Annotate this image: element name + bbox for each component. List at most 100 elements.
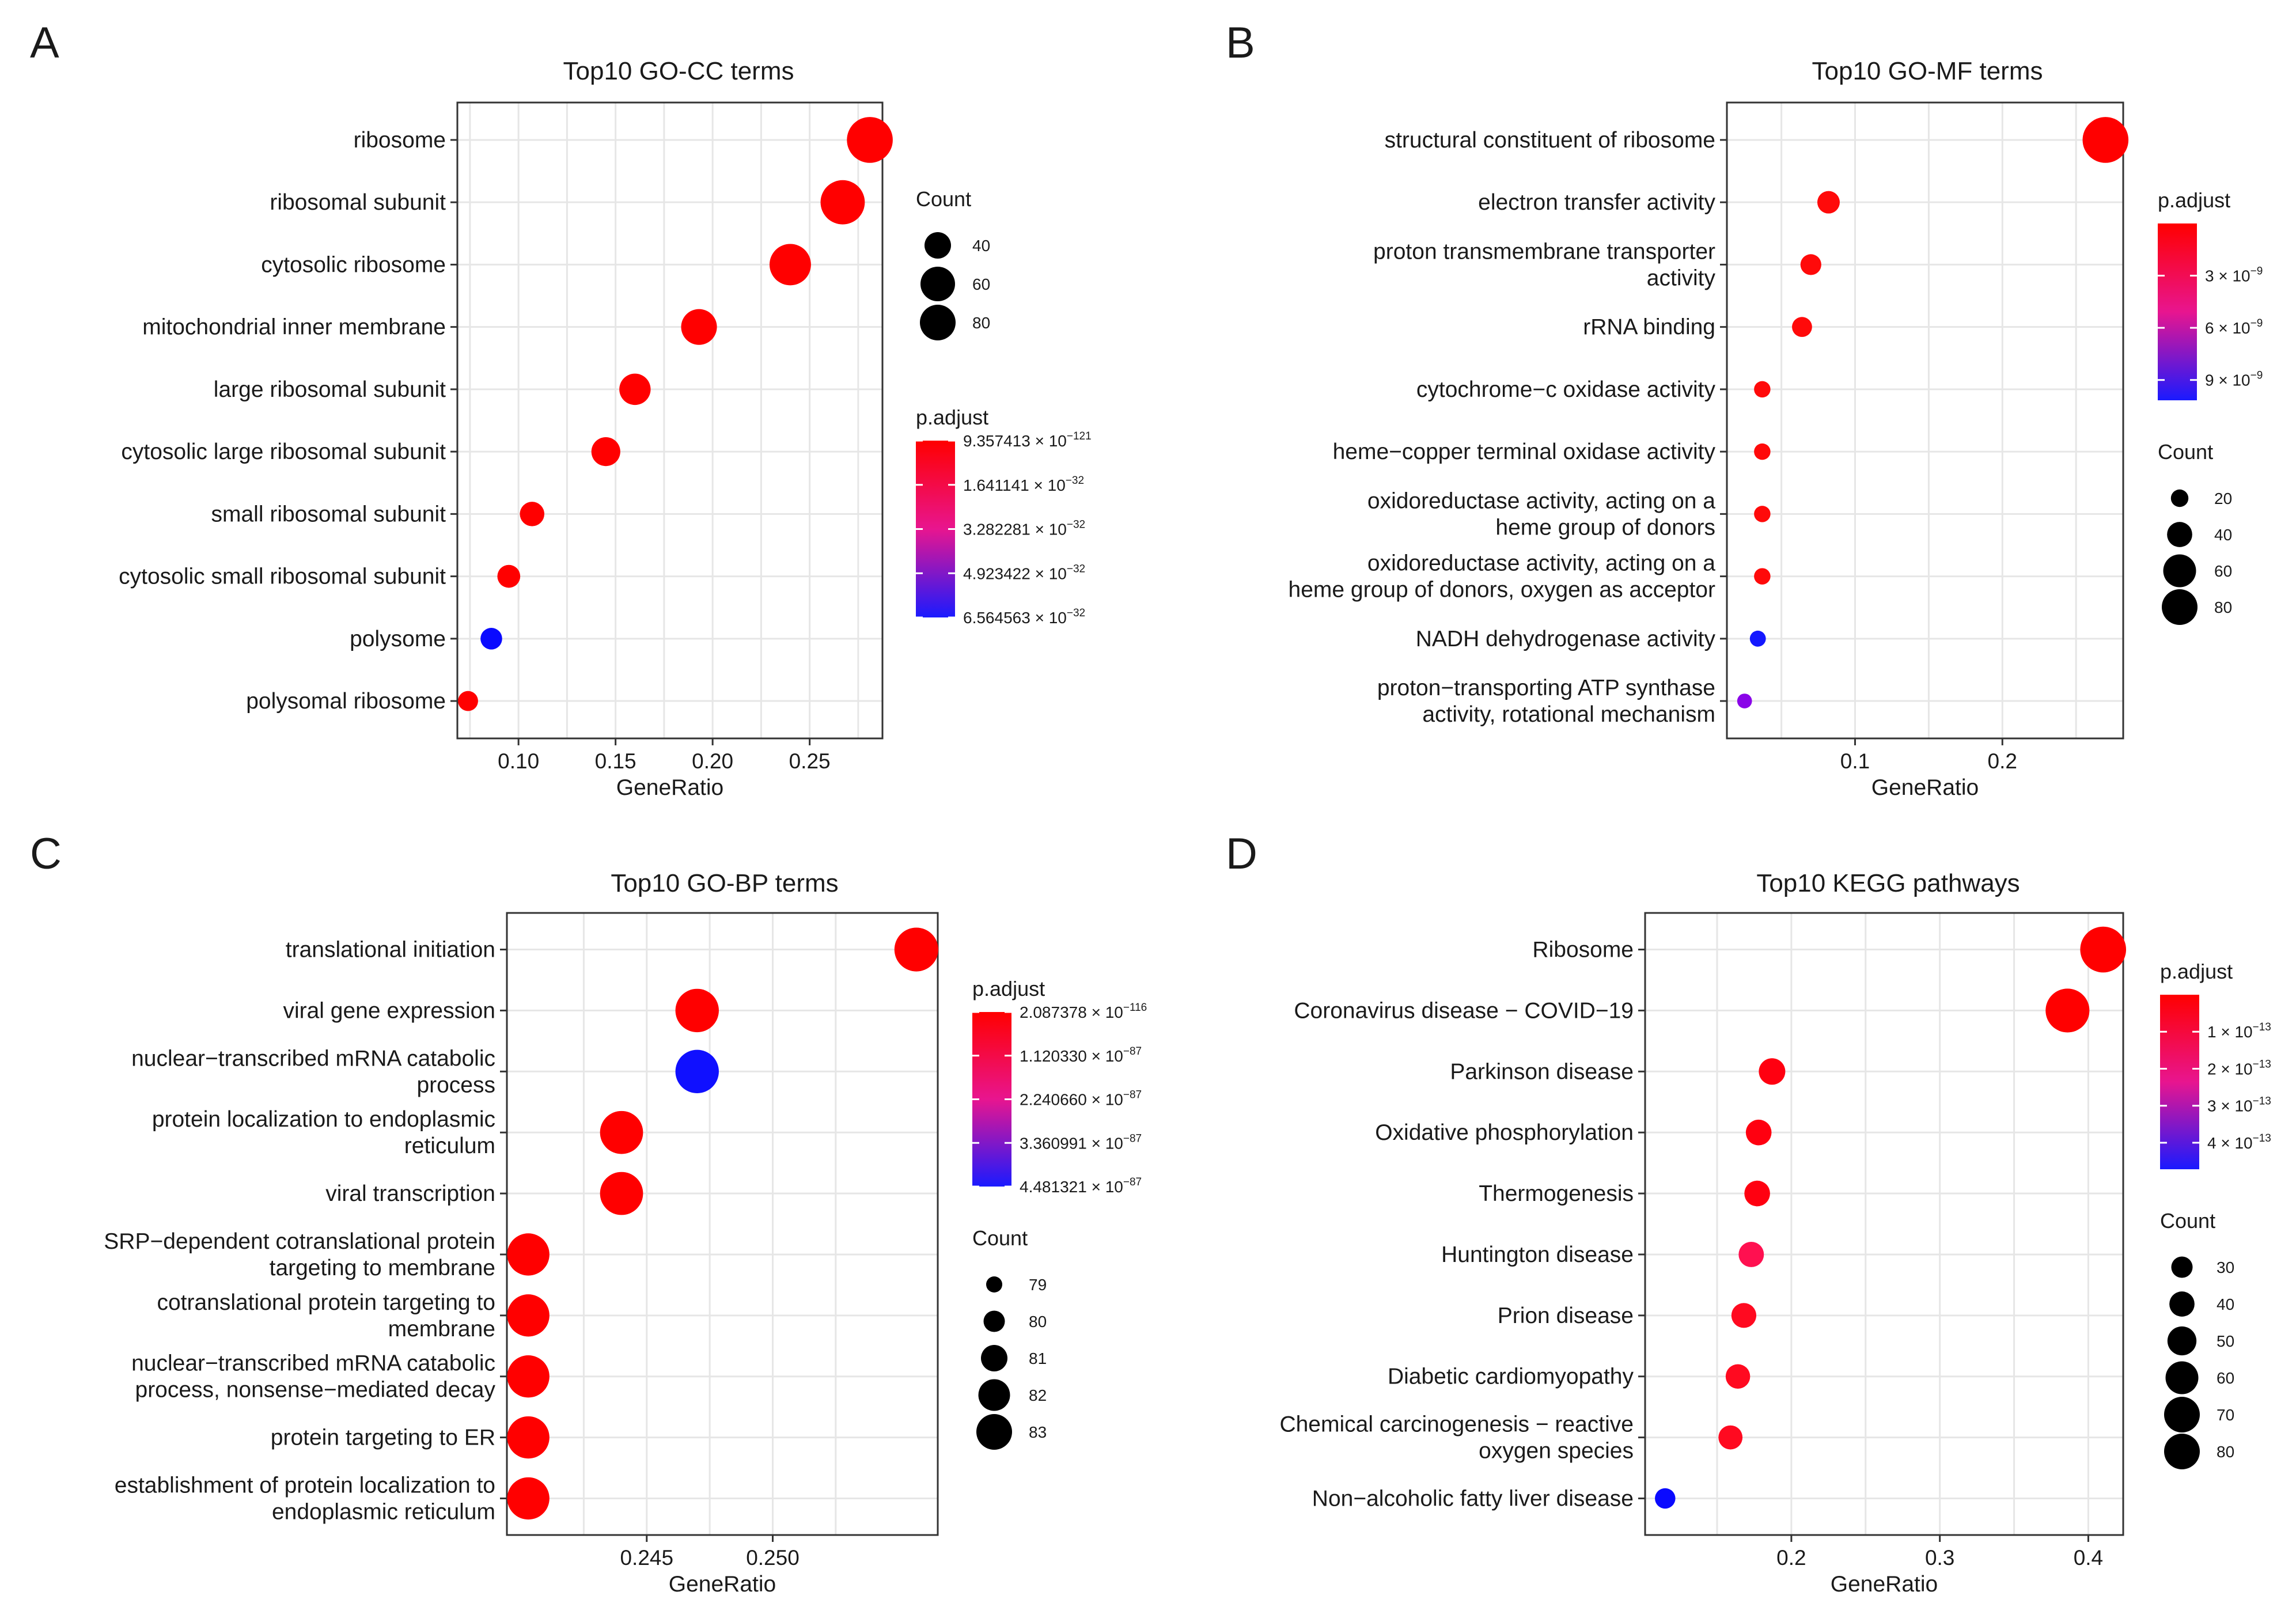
count-legend-dot <box>925 232 951 259</box>
count-legend-dot <box>978 1379 1010 1411</box>
term-label: cytochrome−c oxidase activity <box>1416 377 1716 402</box>
padjust-tick-label: 9 × 10−9 <box>2205 370 2263 389</box>
term-label: cytosolic small ribosomal subunit <box>119 564 446 589</box>
term-label: proton transmembrane transporter <box>1373 239 1715 264</box>
term-label: viral gene expression <box>283 998 495 1023</box>
padjust-colorbar <box>2158 223 2197 400</box>
term-label: viral transcription <box>325 1181 495 1206</box>
dot-3 <box>769 244 811 286</box>
padjust-tick-label: 4 × 10−13 <box>2207 1132 2271 1152</box>
term-label: Coronavirus disease − COVID−19 <box>1294 998 1634 1023</box>
x-tick-label: 0.2 <box>1988 749 2017 773</box>
dot-9 <box>1749 630 1766 647</box>
term-label: proton−transporting ATP synthase <box>1377 676 1715 700</box>
dot-2 <box>2045 988 2090 1033</box>
count-legend-dot <box>2167 522 2192 547</box>
dot-8 <box>1754 568 1771 585</box>
count-legend-dot <box>2162 589 2198 625</box>
padjust-tick-label: 3.282281 × 10−32 <box>963 519 1085 539</box>
padjust-tick-label: 1 × 10−13 <box>2207 1021 2271 1041</box>
padjust-tick-label: 2.240660 × 10−87 <box>1020 1089 1142 1109</box>
term-label: heme−copper terminal oxidase activity <box>1333 439 1716 464</box>
count-legend: Count 40 60 80 <box>916 187 990 340</box>
term-label: Prion disease <box>1498 1303 1634 1328</box>
dot-6 <box>1738 1241 1764 1267</box>
panel-title: Top10 GO-BP terms <box>611 869 838 897</box>
padjust-tick-label: 4.481321 × 10−87 <box>1020 1176 1142 1196</box>
x-tick-label: 0.3 <box>1925 1546 1954 1570</box>
dot-3 <box>675 1049 719 1093</box>
term-label: translational initiation <box>286 938 495 962</box>
count-legend-dot <box>2167 1326 2197 1356</box>
x-tick-label: 0.25 <box>789 749 831 773</box>
dot-5 <box>1744 1180 1770 1207</box>
term-label: protein targeting to ER <box>271 1426 495 1450</box>
term-label: rRNA binding <box>1583 315 1715 340</box>
padjust-tick-label: 3 × 10−13 <box>2207 1096 2271 1115</box>
padjust-legend: p.adjust 2.087378 × 10−116 1.120330 × 10−8… <box>972 977 1147 1196</box>
term-label: small ribosomal subunit <box>211 502 446 526</box>
panel-title: Top10 KEGG pathways <box>1756 869 2020 897</box>
term-label: oxygen species <box>1479 1439 1634 1464</box>
term-label: structural constituent of ribosome <box>1385 128 1715 153</box>
count-legend-dot <box>2171 1256 2193 1278</box>
term-label: mitochondrial inner membrane <box>142 315 446 340</box>
dot-8 <box>507 1355 550 1398</box>
count-legend-label: 60 <box>972 275 990 293</box>
plot-frame <box>456 101 884 740</box>
padjust-tick-label: 4.923422 × 10−32 <box>963 563 1085 582</box>
count-legend-label: 80 <box>2217 1443 2234 1461</box>
dot-7 <box>507 1294 550 1337</box>
count-legend-label: 20 <box>2214 490 2232 507</box>
x-tick-label: 0.4 <box>2074 1546 2103 1570</box>
term-label: establishment of protein localization to <box>115 1473 495 1498</box>
padjust-tick-label: 9.357413 × 10−121 <box>963 430 1092 450</box>
term-label: oxidoreductase activity, acting on a <box>1367 551 1715 576</box>
padjust-tick-label: 6 × 10−9 <box>2205 317 2263 337</box>
dot-1 <box>2082 117 2129 163</box>
count-legend-dot <box>2165 1361 2199 1394</box>
dot-6 <box>507 1233 550 1276</box>
term-label: cytosolic ribosome <box>261 252 446 277</box>
term-label: nuclear−transcribed mRNA catabolic <box>131 1351 495 1376</box>
term-label: Huntington disease <box>1441 1242 1634 1267</box>
x-tick-label: 0.250 <box>746 1546 800 1570</box>
term-label: targeting to membrane <box>270 1256 495 1280</box>
count-legend-dot <box>2170 489 2189 507</box>
dot-3 <box>1800 254 1821 275</box>
count-legend-label: 81 <box>1029 1350 1047 1367</box>
count-legend-dot <box>920 267 955 301</box>
x-tick-label: 0.2 <box>1776 1546 1806 1570</box>
count-legend-label: 40 <box>972 237 990 255</box>
dot-8 <box>1725 1364 1751 1389</box>
term-label: Oxidative phosphorylation <box>1375 1120 1634 1145</box>
term-label: Non−alcoholic fatty liver disease <box>1312 1486 1634 1511</box>
count-legend: Count 30 40 50 60 70 80 <box>2160 1209 2234 1469</box>
padjust-legend: p.adjust 1 × 10−13 2 × 10−13 3 × 10−13 4 × 1… <box>2160 960 2271 1169</box>
panel-a: A Top10 GO-CC terms ribosome ribosomal subu… <box>30 18 1092 800</box>
count-legend-label: 82 <box>1029 1386 1047 1404</box>
count-legend-title: Count <box>972 1226 1028 1250</box>
count-legend-label: 60 <box>2214 562 2232 580</box>
term-label: ribosome <box>354 128 446 153</box>
count-legend-dot <box>2169 1291 2195 1317</box>
dot-7 <box>1754 506 1771 522</box>
term-label: Thermogenesis <box>1479 1181 1634 1206</box>
dot-4 <box>1792 317 1812 338</box>
count-legend-label: 80 <box>2214 598 2232 616</box>
padjust-legend-title: p.adjust <box>972 977 1045 1000</box>
padjust-tick-label: 1.120330 × 10−87 <box>1020 1045 1142 1065</box>
term-label: process <box>416 1072 495 1097</box>
panel-d: D Top10 KEGG pathways Ribosome Coronavirus … <box>1226 829 2271 1597</box>
dot-10 <box>1655 1488 1676 1509</box>
count-legend-dot <box>983 1310 1005 1332</box>
term-label: Chemical carcinogenesis − reactive <box>1279 1412 1634 1437</box>
x-tick-label: 0.245 <box>620 1546 673 1570</box>
dot-8 <box>497 564 521 588</box>
padjust-tick-label: 2 × 10−13 <box>2207 1058 2271 1078</box>
dot-5 <box>600 1172 643 1215</box>
term-label: Diabetic cardiomyopathy <box>1388 1365 1634 1389</box>
count-legend-label: 40 <box>2217 1295 2234 1313</box>
term-label: cotranslational protein targeting to <box>157 1290 495 1315</box>
